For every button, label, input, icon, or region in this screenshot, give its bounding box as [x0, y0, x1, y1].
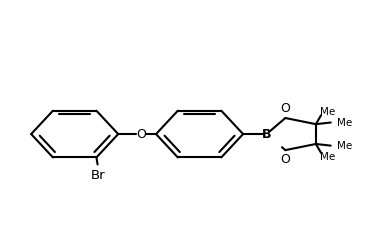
Text: Br: Br [90, 169, 105, 182]
Text: O: O [136, 128, 146, 141]
Text: Me: Me [337, 141, 352, 151]
Text: Me: Me [320, 151, 336, 162]
Text: Me: Me [337, 118, 352, 127]
Text: O: O [280, 153, 290, 166]
Text: Me: Me [320, 107, 336, 117]
Text: O: O [280, 102, 290, 115]
Text: B: B [262, 128, 271, 141]
